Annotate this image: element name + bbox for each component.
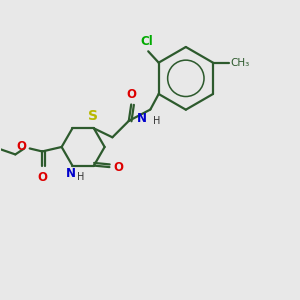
Text: N: N bbox=[136, 112, 146, 125]
Text: CH₃: CH₃ bbox=[230, 58, 249, 68]
Text: O: O bbox=[17, 140, 27, 154]
Text: O: O bbox=[37, 171, 47, 184]
Text: S: S bbox=[88, 109, 98, 123]
Text: H: H bbox=[153, 116, 161, 125]
Text: Cl: Cl bbox=[140, 35, 153, 48]
Text: O: O bbox=[126, 88, 136, 100]
Text: N: N bbox=[66, 167, 76, 180]
Text: H: H bbox=[77, 172, 85, 182]
Text: O: O bbox=[113, 160, 123, 174]
